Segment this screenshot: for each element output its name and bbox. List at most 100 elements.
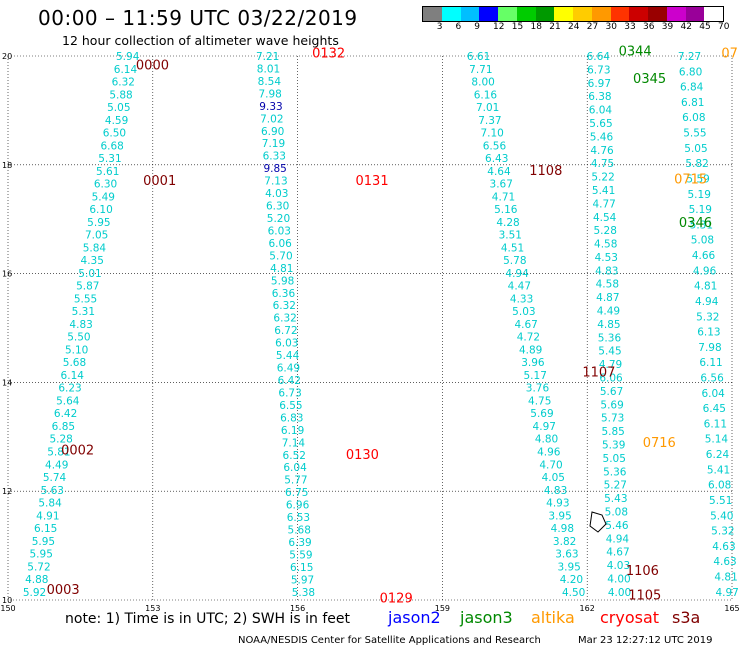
pass-time-label: 0132 bbox=[312, 47, 345, 62]
pass-time-label: 1105 bbox=[628, 589, 661, 604]
swh-value: 6.32 bbox=[112, 77, 135, 89]
swh-value: 7.98 bbox=[698, 342, 721, 354]
swh-value: 4.63 bbox=[713, 556, 736, 568]
legend-label: 45 bbox=[699, 22, 711, 32]
swh-value: 4.98 bbox=[551, 523, 574, 535]
swh-value: 6.06 bbox=[268, 238, 292, 250]
legend-label: 6 bbox=[455, 22, 462, 32]
legend-swatch bbox=[423, 7, 442, 21]
swh-value: 5.31 bbox=[690, 219, 713, 231]
swh-value: 7.21 bbox=[256, 51, 279, 63]
swh-value: 4.35 bbox=[81, 255, 104, 267]
swh-value: 6.45 bbox=[703, 403, 726, 415]
swh-value: 6.33 bbox=[263, 151, 286, 163]
swh-value: 4.63 bbox=[712, 541, 735, 553]
swh-value: 8.54 bbox=[258, 76, 282, 88]
swh-value: 4.49 bbox=[597, 306, 620, 318]
swh-value: 4.50 bbox=[562, 587, 585, 599]
swh-value: 5.46 bbox=[590, 131, 614, 143]
pass-time-label: 1106 bbox=[626, 564, 659, 579]
swh-value: 5.72 bbox=[27, 561, 50, 573]
swh-value: 4.96 bbox=[537, 447, 561, 459]
swh-value: 6.42 bbox=[278, 375, 301, 387]
swh-value: 6.36 bbox=[272, 288, 296, 300]
swh-value: 7.13 bbox=[264, 176, 287, 188]
legend-swatch bbox=[535, 7, 555, 21]
swh-value: 4.20 bbox=[560, 574, 583, 586]
swh-value: 6.64 bbox=[587, 51, 611, 63]
swh-value: 4.96 bbox=[693, 265, 717, 277]
legend-label: 42 bbox=[680, 22, 692, 32]
swh-value: 6.39 bbox=[288, 537, 311, 549]
swh-value: 3.67 bbox=[490, 179, 513, 191]
swh-value: 6.03 bbox=[268, 225, 291, 237]
swh-value: 3.95 bbox=[548, 510, 571, 522]
swh-value: 7.14 bbox=[282, 437, 306, 449]
swh-value: 5.32 bbox=[696, 311, 719, 323]
satellite-label: altika bbox=[531, 608, 575, 627]
swh-value: 6.61 bbox=[467, 51, 490, 63]
swh-value: 4.67 bbox=[606, 547, 629, 559]
swh-value: 6.04 bbox=[701, 388, 725, 400]
legend-swatch bbox=[498, 7, 517, 21]
y-tick-label: 16 bbox=[2, 270, 12, 279]
pass-time-label: 1107 bbox=[582, 366, 615, 381]
swh-value: 6.43 bbox=[485, 153, 508, 165]
swh-value: 5.61 bbox=[96, 166, 119, 178]
swh-value: 6.08 bbox=[682, 112, 705, 124]
pass-time-label: 0002 bbox=[61, 443, 94, 458]
pass-time-label: 0000 bbox=[136, 59, 169, 74]
swh-value: 5.49 bbox=[92, 191, 115, 203]
swh-value: 5.19 bbox=[689, 204, 712, 216]
swh-value: 5.31 bbox=[98, 153, 121, 165]
swh-value: 6.50 bbox=[103, 128, 126, 140]
swh-value: 7.98 bbox=[258, 88, 281, 100]
swh-value: 5.22 bbox=[591, 172, 614, 184]
swh-value: 6.52 bbox=[283, 450, 306, 462]
swh-value: 4.49 bbox=[45, 459, 68, 471]
legend-swatch bbox=[610, 7, 630, 21]
legend-label: 3 bbox=[436, 22, 443, 32]
swh-value: 5.78 bbox=[503, 255, 526, 267]
legend-swatch bbox=[573, 7, 592, 21]
legend-swatch bbox=[554, 7, 573, 21]
swh-value: 5.81 bbox=[47, 447, 70, 459]
swh-value: 4.76 bbox=[590, 145, 614, 157]
swh-value: 5.95 bbox=[30, 549, 53, 561]
page-subtitle: 12 hour collection of altimeter wave hei… bbox=[62, 33, 339, 48]
swh-value: 5.87 bbox=[76, 281, 99, 293]
swh-value: 5.68 bbox=[288, 525, 311, 537]
swh-value: 6.83 bbox=[280, 412, 303, 424]
swh-value: 4.58 bbox=[596, 279, 619, 291]
swh-value: 5.36 bbox=[598, 332, 622, 344]
swh-value: 6.14 bbox=[114, 64, 138, 76]
swh-value: 5.39 bbox=[602, 439, 625, 451]
x-tick-label: 153 bbox=[145, 604, 160, 613]
swh-value: 4.77 bbox=[592, 198, 615, 210]
footer-note: note: 1) Time is in UTC; 2) SWH is in fe… bbox=[65, 611, 351, 627]
swh-value: 5.08 bbox=[605, 506, 628, 518]
swh-value: 6.03 bbox=[275, 338, 298, 350]
swh-value: 6.84 bbox=[680, 82, 704, 94]
swh-value: 7.71 bbox=[469, 64, 492, 76]
swh-value: 6.90 bbox=[261, 126, 284, 138]
swh-value: 7.01 bbox=[476, 102, 499, 114]
swh-value: 4.75 bbox=[528, 395, 551, 407]
swh-value: 4.33 bbox=[510, 293, 533, 305]
swh-value: 4.94 bbox=[505, 268, 529, 280]
pass-time-label: 1108 bbox=[529, 164, 562, 179]
swh-value: 5.17 bbox=[524, 370, 547, 382]
satellite-label: jason2 bbox=[388, 608, 441, 627]
swh-value: 6.10 bbox=[89, 204, 112, 216]
swh-value: 5.98 bbox=[271, 275, 294, 287]
swh-value: 7.10 bbox=[480, 128, 503, 140]
swh-value: 4.97 bbox=[715, 587, 738, 599]
swh-value: 4.85 bbox=[597, 319, 620, 331]
swh-value: 6.32 bbox=[273, 300, 296, 312]
legend-swatch bbox=[479, 7, 498, 21]
swh-value: 5.69 bbox=[600, 399, 623, 411]
swh-value: 3.82 bbox=[553, 536, 576, 548]
swh-value: 5.01 bbox=[78, 268, 101, 280]
swh-value: 4.00 bbox=[607, 573, 630, 585]
